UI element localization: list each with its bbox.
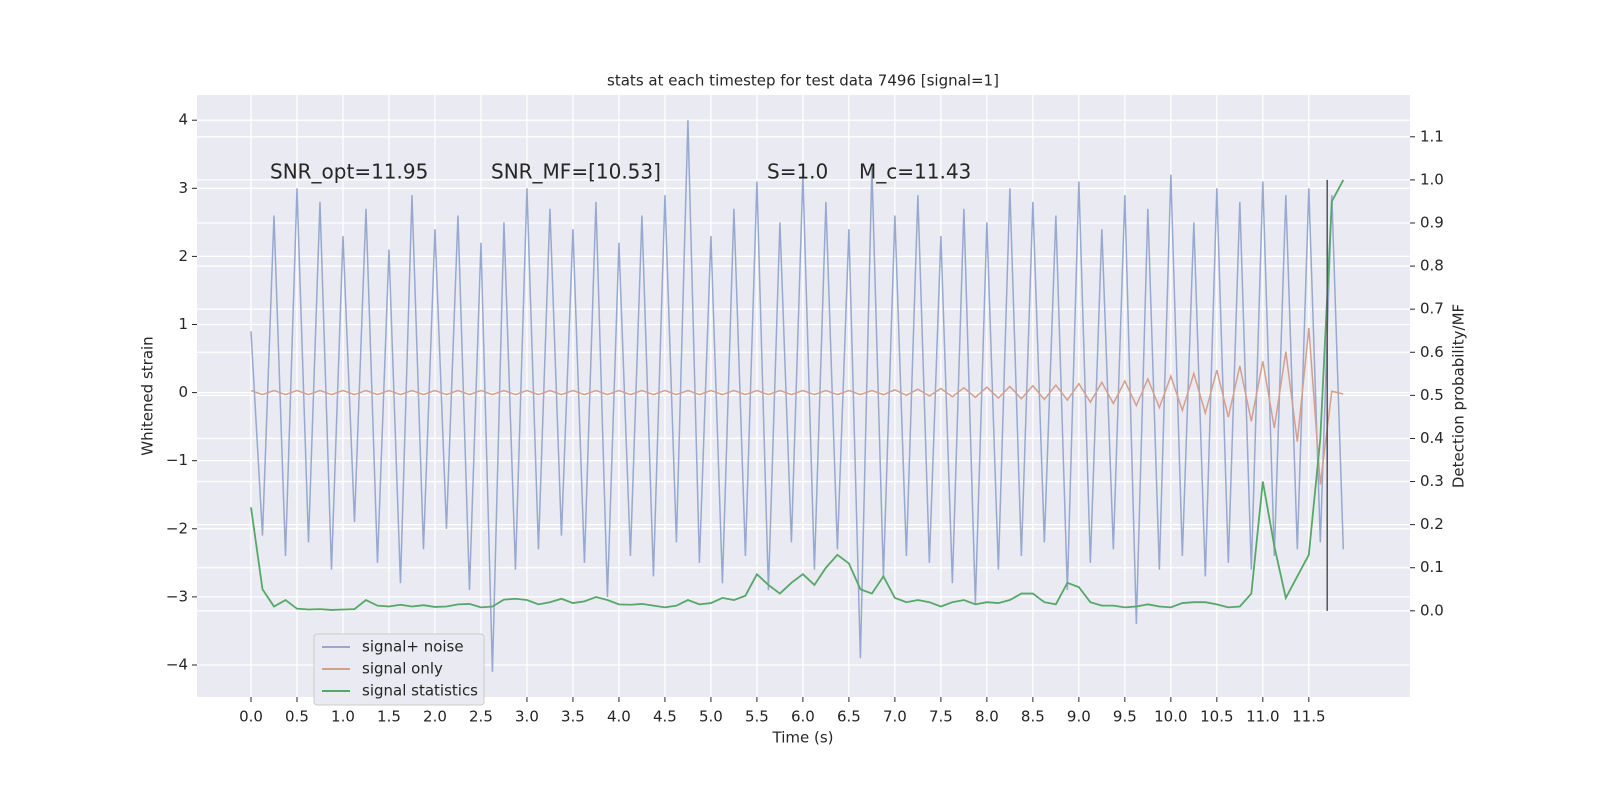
y2-tick-label: 0.7 <box>1420 300 1444 318</box>
annotation: M_c=11.43 <box>859 160 971 184</box>
y-tick-label: 3 <box>178 179 188 197</box>
legend-label: signal statistics <box>362 682 478 700</box>
y-tick-label: −4 <box>166 655 188 673</box>
x-tick-label: 11.0 <box>1246 708 1279 726</box>
x-tick-label: 7.0 <box>883 708 907 726</box>
y2-tick-label: 0.3 <box>1420 472 1444 490</box>
y2-tick-label: 0.8 <box>1420 257 1444 275</box>
x-tick-label: 1.5 <box>377 708 401 726</box>
y2-tick-label: 0.2 <box>1420 515 1444 533</box>
x-tick-label: 2.5 <box>469 708 493 726</box>
x-tick-label: 11.5 <box>1292 708 1325 726</box>
x-tick-label: 10.5 <box>1200 708 1233 726</box>
y2-tick-label: 0.1 <box>1420 558 1444 576</box>
chart-title: stats at each timestep for test data 749… <box>607 72 999 90</box>
y2-axis-label: Detection probability/MF <box>1450 304 1468 488</box>
annotation: SNR_opt=11.95 <box>270 160 428 184</box>
y-tick-label: −2 <box>166 519 188 537</box>
y-tick-label: 0 <box>178 383 188 401</box>
x-tick-label: 10.0 <box>1154 708 1187 726</box>
x-tick-label: 0.5 <box>285 708 309 726</box>
x-tick-label: 6.0 <box>791 708 815 726</box>
x-tick-label: 8.0 <box>975 708 999 726</box>
x-tick-label: 8.5 <box>1021 708 1045 726</box>
y2-tick-label: 0.6 <box>1420 343 1444 361</box>
y-axis-label: Whitened strain <box>139 336 157 455</box>
legend-label: signal only <box>362 660 443 678</box>
y2-tick-label: 0.4 <box>1420 429 1444 447</box>
y-tick-label: 1 <box>178 315 188 333</box>
x-tick-label: 4.5 <box>653 708 677 726</box>
x-tick-label: 9.0 <box>1067 708 1091 726</box>
series-line <box>250 179 1345 611</box>
y-tick-label: 4 <box>178 111 188 129</box>
x-tick-label: 5.5 <box>745 708 769 726</box>
y2-tick-label: 1.1 <box>1420 127 1444 145</box>
legend-box <box>313 633 485 706</box>
y2-tick-label: 0.9 <box>1420 213 1444 231</box>
x-tick-label: 4.0 <box>607 708 631 726</box>
x-tick-label: 1.0 <box>331 708 355 726</box>
x-tick-label: 2.0 <box>423 708 447 726</box>
x-tick-label: 9.5 <box>1113 708 1137 726</box>
x-tick-label: 3.5 <box>561 708 585 726</box>
y2-tick-label: 1.0 <box>1420 170 1444 188</box>
x-axis-label: Time (s) <box>772 729 834 747</box>
x-tick-label: 5.0 <box>699 708 723 726</box>
x-tick-label: 3.0 <box>515 708 539 726</box>
y-tick-label: −3 <box>166 587 188 605</box>
y2-tick-label: 0.0 <box>1420 601 1444 619</box>
x-tick-label: 7.5 <box>929 708 953 726</box>
series-line <box>250 120 1345 672</box>
y2-tick-label: 0.5 <box>1420 386 1444 404</box>
series-line <box>250 327 1344 485</box>
legend-label: signal+ noise <box>362 638 464 656</box>
annotation: SNR_MF=[10.53] <box>491 160 661 184</box>
x-tick-label: 0.0 <box>239 708 263 726</box>
y-tick-label: −1 <box>166 451 188 469</box>
x-tick-label: 6.5 <box>837 708 861 726</box>
y-tick-label: 2 <box>178 247 188 265</box>
annotation: S=1.0 <box>767 160 828 184</box>
